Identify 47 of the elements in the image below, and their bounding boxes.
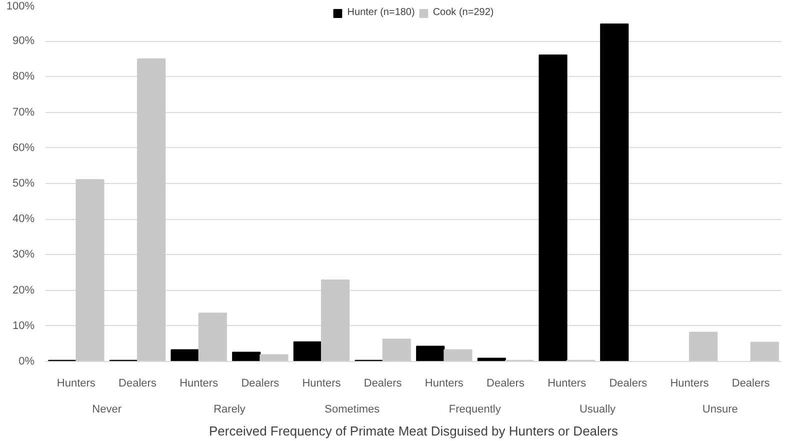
x-tick-label: Hunters [548, 378, 587, 390]
y-tick-label: 100% [6, 0, 35, 12]
bar [76, 179, 104, 362]
y-tick-label: 30% [12, 248, 35, 261]
legend-label: Hunter (n=180) [347, 7, 415, 18]
y-tick-label: 80% [12, 70, 35, 83]
x-tick-label: Dealers [364, 378, 402, 390]
y-tick-label: 50% [12, 178, 35, 190]
y-tick-label: 70% [12, 106, 35, 118]
x-tick-label: Hunters [56, 378, 96, 390]
text: Unsure [702, 404, 738, 416]
bar [293, 341, 322, 362]
bar [600, 24, 629, 362]
bar [382, 338, 411, 362]
bar [750, 342, 779, 362]
x-tick-label: Dealers [732, 378, 770, 390]
y-tick-label: 0% [18, 356, 35, 368]
y-tick-label: 10% [12, 320, 35, 332]
x-tick-label: Dealers [118, 378, 157, 390]
y-tick-label: 40% [12, 213, 35, 226]
x-axis-title: Perceived Frequency of Primate Meat Disguised by Hunters or Dealers [209, 424, 618, 438]
legend-label: Cook (n=292) [432, 7, 494, 18]
y-tick-label: 20% [12, 284, 35, 296]
x-tick-label: Hunters [180, 378, 219, 390]
x-tick-label: Dealers [241, 378, 280, 390]
x-tick-label: Dealers [609, 378, 648, 390]
bar [198, 312, 227, 362]
x-tick-label: Hunters [670, 378, 710, 390]
text: Usually [579, 404, 616, 416]
bar [137, 58, 166, 362]
x-tick-label: Hunters [424, 378, 464, 390]
bar [444, 349, 472, 362]
x-tick-label: Dealers [486, 378, 525, 390]
text: Frequently [448, 404, 502, 416]
bar [170, 349, 200, 362]
bar [416, 346, 445, 362]
y-tick-label: 60% [12, 142, 35, 154]
bar [260, 354, 288, 362]
bar [689, 332, 718, 362]
bar [538, 54, 568, 362]
text: Sometimes [324, 404, 380, 416]
bar [232, 352, 261, 362]
bar [321, 279, 350, 362]
x-tick-label: Hunters [302, 378, 342, 390]
text: Never [92, 404, 122, 416]
y-tick-label: 90% [12, 35, 35, 48]
text: Rarely [214, 404, 246, 416]
